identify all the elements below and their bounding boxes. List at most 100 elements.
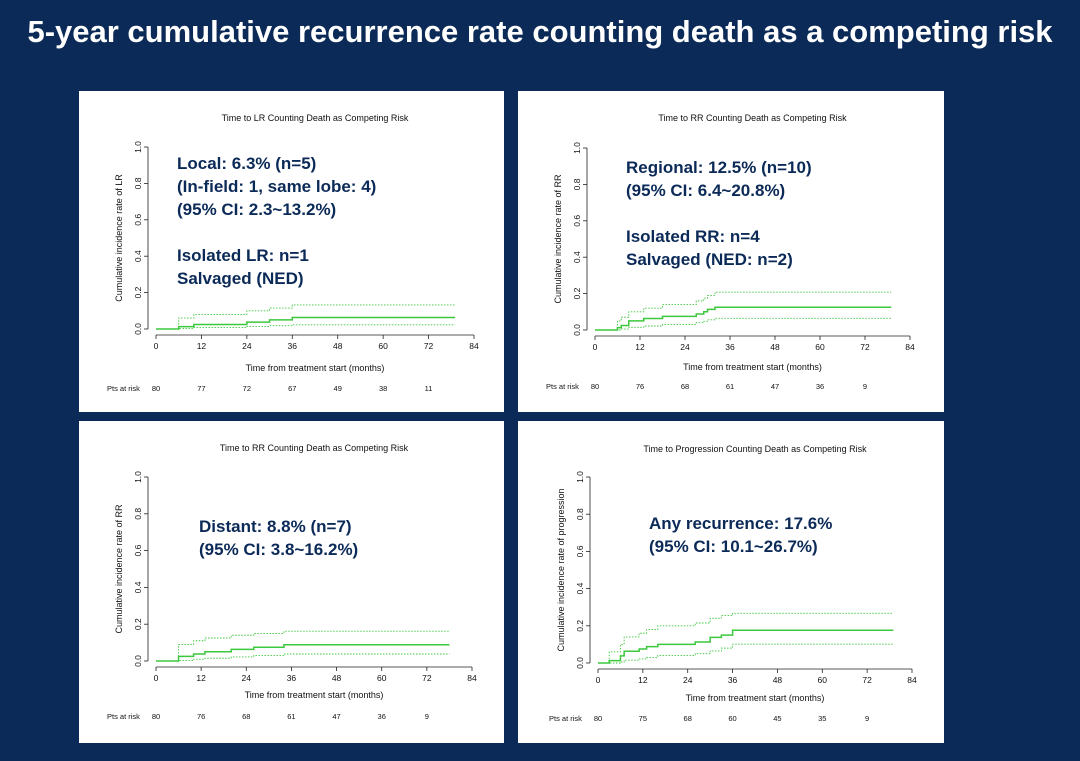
y-tick-label: 0.0	[133, 655, 143, 667]
y-tick-label: 1.0	[572, 142, 582, 154]
y-tick-label: 0.4	[572, 251, 582, 263]
y-axis-label: Cumulative incidence rate of RR	[553, 174, 563, 304]
x-tick-label: 72	[860, 342, 870, 352]
x-tick-label: 0	[593, 342, 598, 352]
y-tick-label: 1.0	[575, 471, 585, 483]
chart-svg-regional: Time to RR Counting Death as Competing R…	[546, 113, 915, 391]
chart-title: Time to RR Counting Death as Competing R…	[658, 113, 847, 123]
x-tick-label: 60	[815, 342, 825, 352]
x-tick-label: 24	[683, 675, 693, 685]
chart-svg-any-recurrence: Time to Progression Counting Death as Co…	[549, 444, 917, 723]
y-tick-label: 0.6	[572, 215, 582, 227]
chart-title: Time to LR Counting Death as Competing R…	[222, 113, 409, 123]
risk-value: 47	[332, 712, 340, 721]
risk-value: 11	[425, 384, 433, 393]
annotation-line: (95% CI: 2.3~13.2%)	[177, 200, 337, 219]
x-tick-label: 84	[907, 675, 917, 685]
y-tick-label: 0.2	[572, 287, 582, 299]
x-tick-label: 48	[333, 341, 343, 351]
x-tick-label: 60	[818, 675, 828, 685]
annotation-line: Distant: 8.8% (n=7)	[199, 517, 352, 536]
x-tick-label: 36	[728, 675, 738, 685]
risk-value: 61	[287, 712, 295, 721]
risk-value: 35	[818, 714, 826, 723]
x-tick-label: 72	[422, 673, 432, 683]
risk-value: 80	[152, 712, 160, 721]
chart-svg-distant: Time to RR Counting Death as Competing R…	[107, 443, 477, 721]
y-axis-label: Cumulative incidence rate of progression	[556, 488, 566, 651]
x-tick-label: 36	[287, 673, 297, 683]
risk-value: 45	[773, 714, 781, 723]
y-axis-label: Cumulative incidence rate of RR	[114, 504, 124, 634]
y-tick-label: 0.8	[133, 508, 143, 520]
series-line-ci-upper	[595, 291, 892, 331]
x-tick-label: 24	[242, 341, 252, 351]
x-tick-label: 24	[680, 342, 690, 352]
x-tick-label: 72	[862, 675, 872, 685]
annotation-line	[626, 202, 812, 225]
y-tick-label: 0.6	[133, 214, 143, 226]
annotation-line: Salvaged (NED: n=2)	[626, 250, 793, 269]
annotation-line: Salvaged (NED)	[177, 269, 304, 288]
chart-panel-regional: Time to RR Counting Death as Competing R…	[518, 91, 944, 412]
chart-title: Time to Progression Counting Death as Co…	[643, 444, 867, 454]
y-tick-label: 1.0	[133, 471, 143, 483]
x-axis-label: Time from treatment start (months)	[245, 690, 384, 700]
x-tick-label: 84	[469, 341, 479, 351]
x-tick-label: 48	[773, 675, 783, 685]
annotation-line: Isolated RR: n=4	[626, 227, 760, 246]
annotation-line: Regional: 12.5% (n=10)	[626, 158, 812, 177]
x-tick-label: 36	[725, 342, 735, 352]
risk-value: 80	[152, 384, 160, 393]
x-tick-label: 0	[154, 341, 159, 351]
series-line-estimate	[595, 306, 892, 331]
y-tick-label: 0.8	[575, 508, 585, 520]
x-tick-label: 24	[242, 673, 252, 683]
slide-title: 5-year cumulative recurrence rate counti…	[27, 14, 1053, 49]
x-tick-label: 12	[638, 675, 648, 685]
x-axis-label: Time from treatment start (months)	[246, 363, 385, 373]
chart-title: Time to RR Counting Death as Competing R…	[220, 443, 409, 453]
annotation-line: Local: 6.3% (n=5)	[177, 154, 317, 173]
risk-table-label: Pts at risk	[546, 382, 579, 391]
chart-panel-local: Time to LR Counting Death as Competing R…	[79, 91, 504, 412]
series-line-ci-lower	[156, 653, 450, 662]
chart-panel-any-recurrence: Time to Progression Counting Death as Co…	[518, 421, 944, 743]
x-tick-label: 48	[770, 342, 780, 352]
series-line-ci-lower	[598, 643, 894, 664]
annotation-regional: Regional: 12.5% (n=10) (95% CI: 6.4~20.8%…	[626, 156, 812, 271]
x-tick-label: 48	[332, 673, 342, 683]
series-line-ci-upper	[598, 612, 894, 664]
series-line-estimate	[156, 644, 450, 662]
x-tick-label: 60	[377, 673, 387, 683]
y-tick-label: 0.0	[575, 657, 585, 669]
risk-value: 77	[197, 384, 205, 393]
risk-value: 68	[684, 714, 692, 723]
y-tick-label: 0.2	[575, 620, 585, 632]
y-tick-label: 0.4	[133, 581, 143, 593]
y-tick-label: 0.4	[575, 582, 585, 594]
risk-value: 38	[379, 384, 387, 393]
risk-value: 60	[728, 714, 736, 723]
annotation-line: (95% CI: 10.1~26.7%)	[649, 537, 818, 556]
x-tick-label: 12	[196, 673, 206, 683]
risk-value: 9	[425, 712, 429, 721]
y-tick-label: 0.4	[133, 250, 143, 262]
risk-value: 68	[242, 712, 250, 721]
x-tick-label: 84	[467, 673, 477, 683]
risk-value: 75	[639, 714, 647, 723]
x-tick-label: 0	[596, 675, 601, 685]
x-tick-label: 72	[424, 341, 434, 351]
risk-value: 9	[865, 714, 869, 723]
annotation-local: Local: 6.3% (n=5) (In-field: 1, same lobe…	[177, 152, 376, 290]
risk-value: 67	[288, 384, 296, 393]
y-tick-label: 0.0	[572, 324, 582, 336]
risk-value: 76	[197, 712, 205, 721]
annotation-line: (95% CI: 3.8~16.2%)	[199, 540, 359, 559]
risk-value: 47	[771, 382, 779, 391]
x-tick-label: 12	[197, 341, 207, 351]
y-axis-label: Cumulative incidence rate of LR	[114, 174, 124, 302]
y-tick-label: 0.0	[133, 323, 143, 335]
series-line-estimate	[598, 629, 894, 664]
chart-panel-distant: Time to RR Counting Death as Competing R…	[79, 421, 504, 743]
